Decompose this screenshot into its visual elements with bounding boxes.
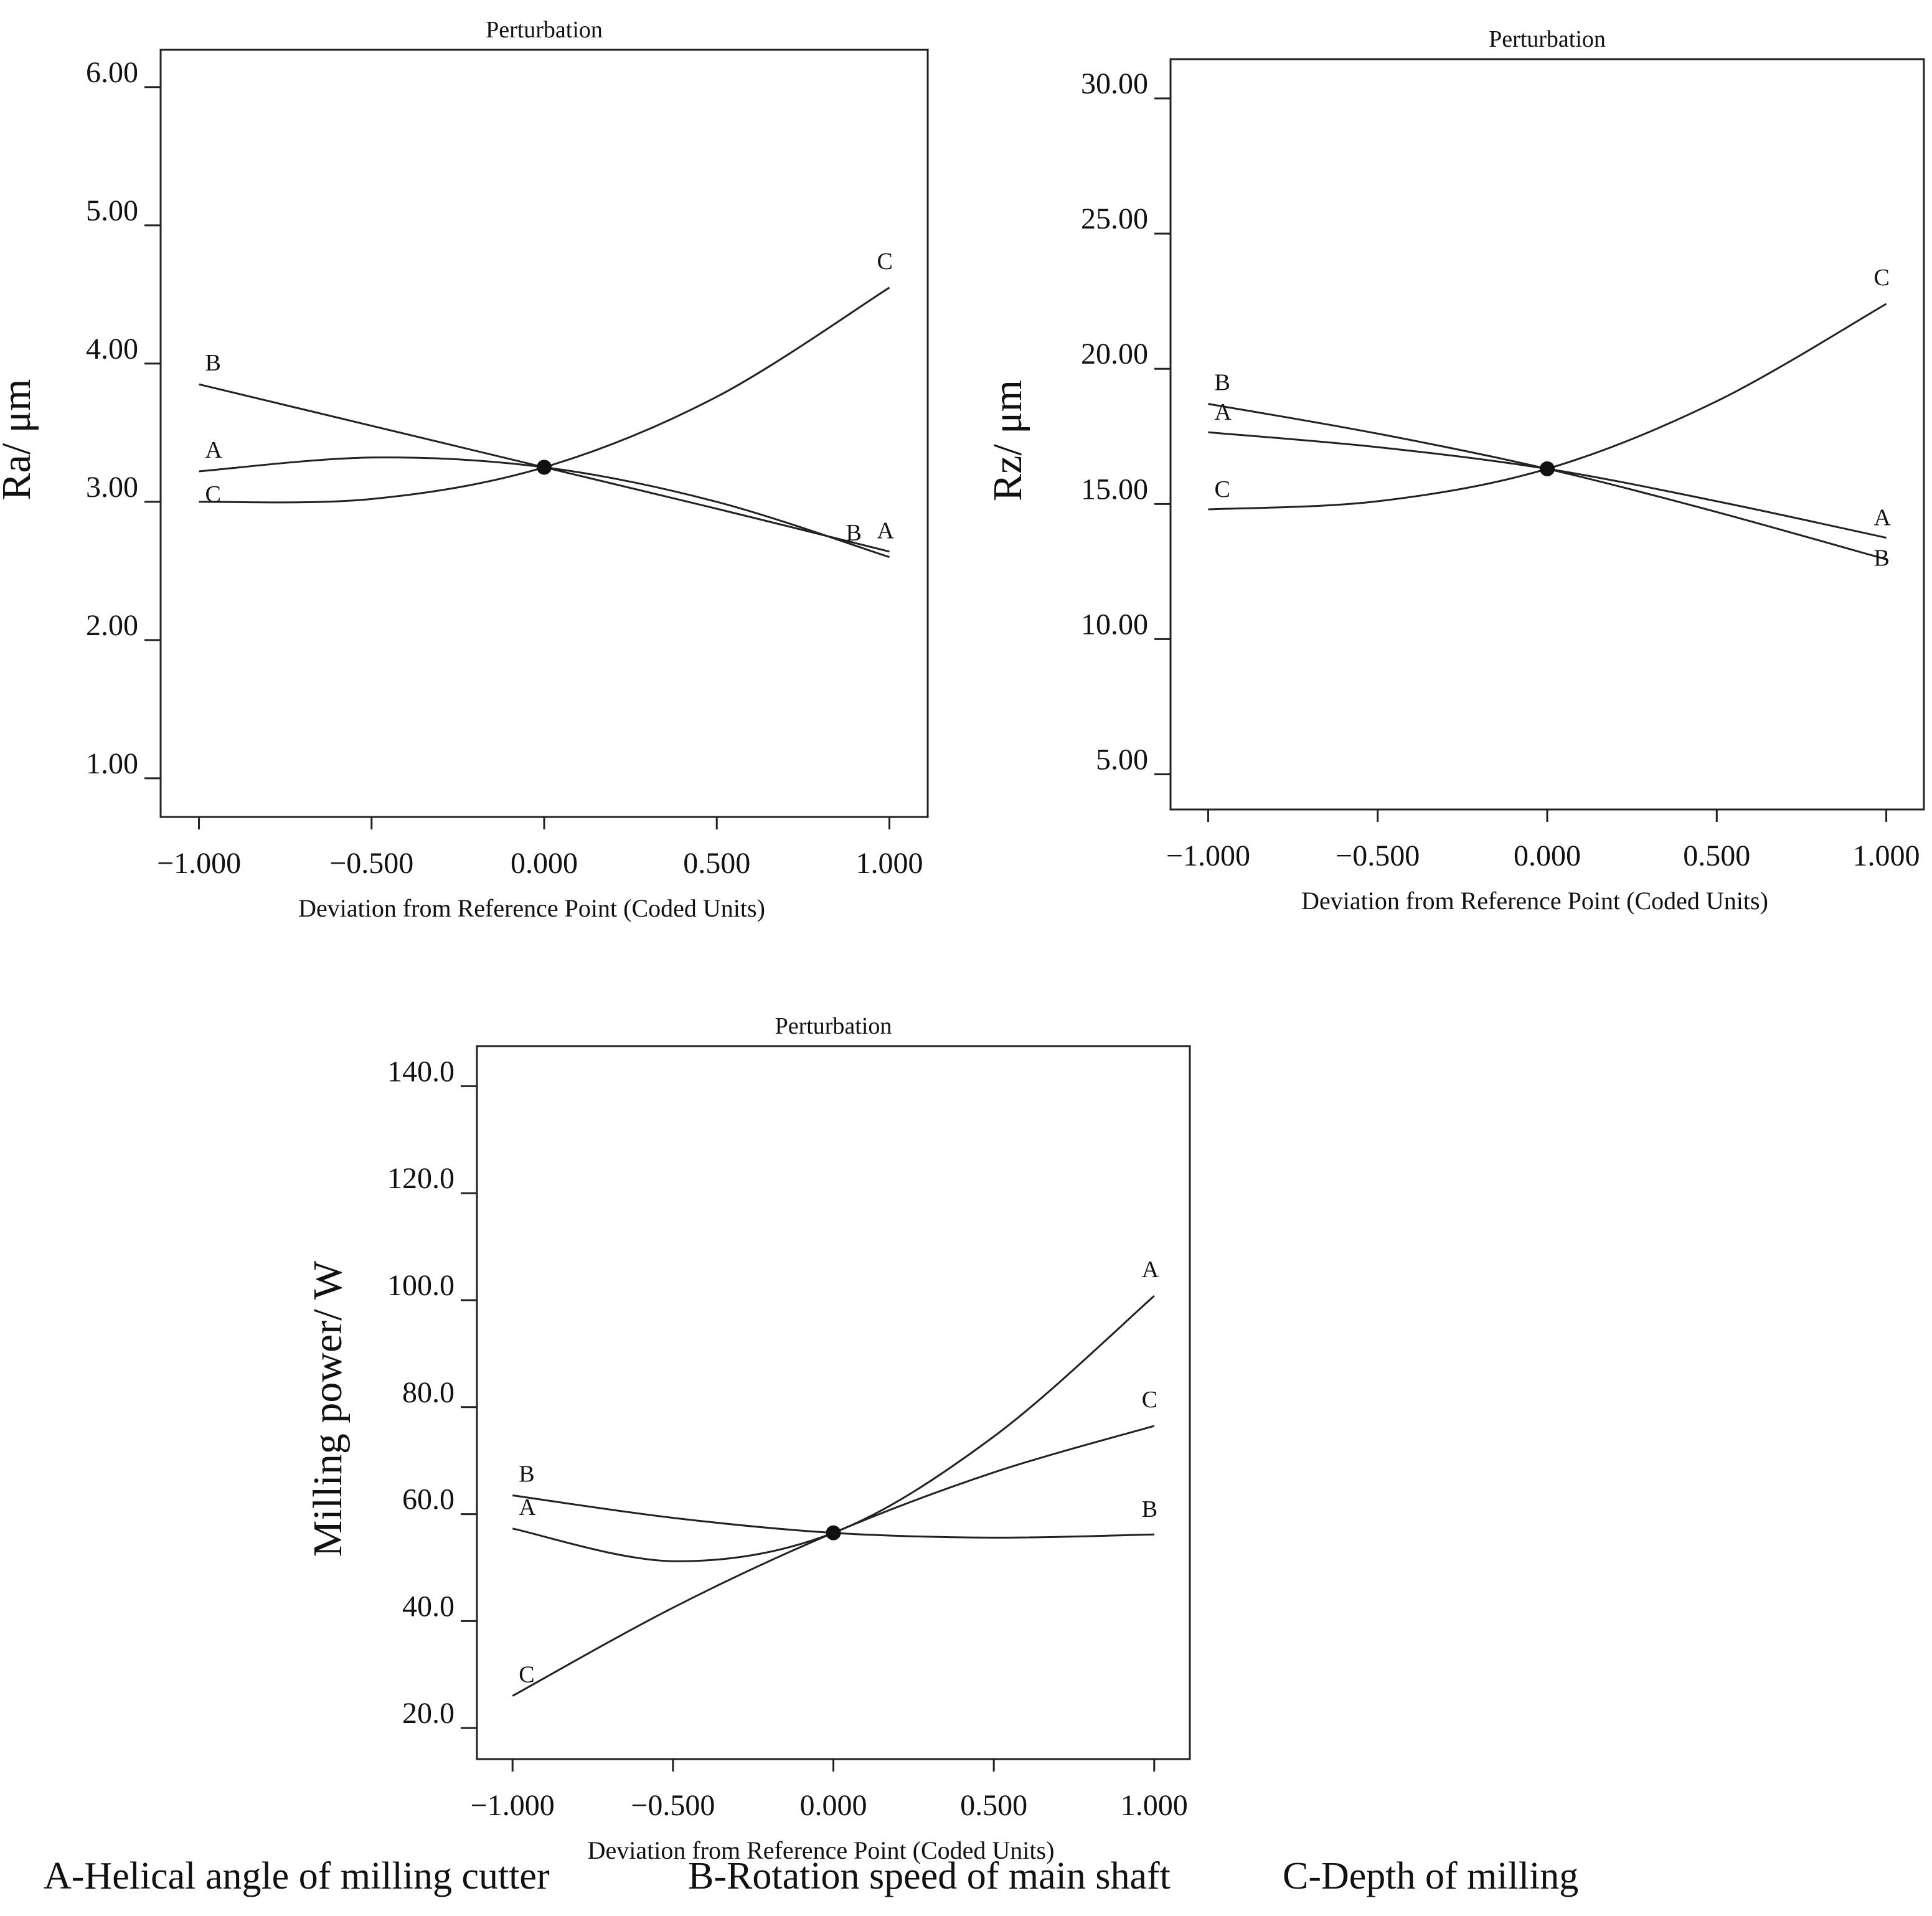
power-x-tick-label: −0.500 [631,1789,715,1822]
power-x-axis-label: Deviation from Reference Point (Coded Un… [588,1836,1055,1864]
power-series-a-line [512,1295,1155,1562]
ra-y-axis-label: Ra/ μm [0,379,39,501]
rz-y-axis-label: Rz/ μm [985,380,1030,501]
rz-reference-point [1540,461,1555,476]
power-chart-title: Perturbation [775,1013,892,1039]
rz-series-c-start-label: C [1214,476,1230,503]
power-x-tick-label: 0.000 [800,1789,867,1822]
ra-x-tick-label: 0.500 [683,847,750,880]
ra-x-tick-label: 1.000 [855,847,923,880]
ra-y-tick-label: 2.00 [86,609,138,642]
power-series-b-start-label: B [519,1461,534,1488]
rz-series-a-start-label: A [1214,399,1232,425]
power-plot-frame [476,1045,1191,1760]
rz-series-b-start-label: B [1214,370,1230,396]
ra-series-c-end-label: C [877,248,892,275]
ra-reference-point [537,460,552,475]
ra-x-axis-label: Deviation from Reference Point (Coded Un… [298,894,765,922]
power-y-tick-label: 40.0 [402,1590,455,1623]
ra-series-b-end-label: B [846,520,861,546]
ra-x-tick-label: −0.500 [329,847,413,880]
power-x-tick-label: 1.000 [1121,1789,1188,1822]
power-series-a-end-label: A [1142,1257,1159,1283]
ra-plot-frame [159,49,929,818]
legend-helical-angle: A-Helical angle of milling cutter [44,1855,550,1897]
power-y-tick-label: 120.0 [387,1162,455,1195]
ra-series-a-start-label: A [205,437,223,463]
rz-x-axis-label: Deviation from Reference Point (Coded Un… [1301,887,1768,915]
rz-y-tick-label: 20.00 [1081,337,1148,370]
power-x-tick-label: −1.000 [471,1789,555,1822]
power-y-axis-label: Milling power/ W [305,1260,351,1557]
rz-series-b-line [1208,403,1887,560]
power-series-c-end-label: C [1142,1387,1157,1413]
rz-chart-title: Perturbation [1489,26,1606,52]
ra-y-tick-label: 4.00 [86,333,138,366]
rz-series-b-end-label: B [1874,545,1890,571]
ra-x-tick-label: 0.000 [511,847,578,880]
power-y-tick-label: 20.0 [402,1697,455,1730]
ra-series-b-start-label: B [205,350,221,376]
power-y-tick-label: 80.0 [402,1376,455,1409]
ra-series-c-start-label: C [205,481,221,507]
ra-y-tick-label: 6.00 [86,56,138,89]
power-series-c-line [512,1425,1155,1697]
rz-series-c-line [1208,303,1887,511]
ra-chart: Perturbation −1.000 −0.500 0.000 0.500 1.000 1… [0,17,929,922]
rz-y-tick-label: 15.00 [1081,473,1148,506]
power-y-tick-label: 60.0 [402,1483,455,1516]
ra-series-a-end-label: A [877,518,894,544]
power-y-tick-label: 100.0 [387,1269,455,1302]
rz-x-tick-label: 0.500 [1683,839,1750,872]
rz-series-a-line [1208,431,1887,539]
rz-x-tick-label: 0.000 [1514,839,1581,872]
power-series-b-end-label: B [1142,1496,1157,1522]
rz-y-tick-label: 10.00 [1081,608,1148,641]
legend-rotation-speed: B-Rotation speed of main shaft [688,1855,1171,1897]
rz-y-tick-label: 25.00 [1081,202,1148,235]
rz-plot-frame [1169,58,1925,811]
rz-x-tick-label: 1.000 [1853,839,1920,872]
power-y-tick-label: 140.0 [387,1055,455,1088]
rz-chart: Perturbation −1.000 −0.500 0.000 0.500 1.000 5… [985,26,1925,915]
power-reference-point [826,1525,841,1541]
rz-y-tick-label: 30.00 [1081,67,1148,100]
milling-power-chart: Perturbation −1.000 −0.500 0.000 0.500 1.000 2… [305,1013,1191,1864]
ra-y-tick-label: 3.00 [86,471,138,504]
ra-chart-title: Perturbation [486,17,603,43]
ra-x-tick-label: −1.000 [157,847,241,880]
rz-series-a-end-label: A [1874,505,1892,531]
rz-y-tick-label: 5.00 [1096,743,1148,776]
rz-x-tick-label: −0.500 [1336,839,1420,872]
rz-x-tick-label: −1.000 [1166,839,1250,872]
rz-series-c-end-label: C [1874,265,1890,291]
power-x-tick-label: 0.500 [960,1789,1027,1822]
ra-y-tick-label: 1.00 [86,747,138,780]
power-series-c-start-label: C [519,1662,534,1688]
ra-y-tick-label: 5.00 [86,194,138,227]
legend-depth-of-milling: C-Depth of milling [1283,1855,1579,1897]
